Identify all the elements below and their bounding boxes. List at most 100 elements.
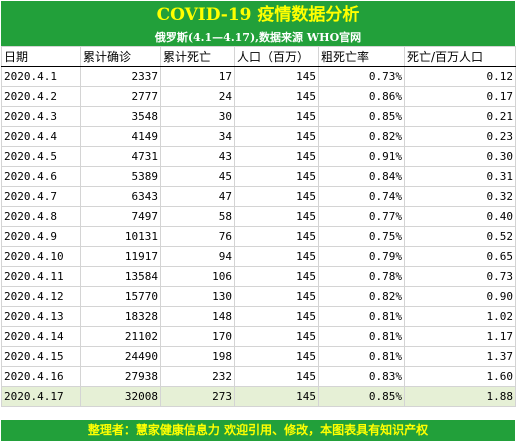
confirmed-cell[interactable]: 32008 [80,386,161,407]
death-rate-cell[interactable]: 0.74% [318,186,405,207]
population-cell[interactable]: 145 [234,206,319,227]
date-cell[interactable]: 2020.4.14 [1,326,81,347]
deaths-cell[interactable]: 130 [160,286,235,307]
deaths-per-million-cell[interactable]: 1.37 [404,346,516,367]
population-cell[interactable]: 145 [234,306,319,327]
deaths-cell[interactable]: 232 [160,366,235,387]
confirmed-cell[interactable]: 2777 [80,86,161,107]
deaths-cell[interactable]: 24 [160,86,235,107]
confirmed-cell[interactable]: 4149 [80,126,161,147]
population-cell[interactable]: 145 [234,126,319,147]
deaths-cell[interactable]: 148 [160,306,235,327]
deaths-per-million-cell[interactable]: 0.12 [404,66,516,87]
death-rate-cell[interactable]: 0.78% [318,266,405,287]
death-rate-cell[interactable]: 0.81% [318,326,405,347]
deaths-per-million-cell[interactable]: 1.60 [404,366,516,387]
deaths-per-million-cell[interactable]: 1.88 [404,386,516,407]
confirmed-cell[interactable]: 3548 [80,106,161,127]
population-cell[interactable]: 145 [234,346,319,367]
confirmed-cell[interactable]: 2337 [80,66,161,87]
deaths-per-million-cell[interactable]: 1.17 [404,326,516,347]
deaths-per-million-cell[interactable]: 0.32 [404,186,516,207]
date-cell[interactable]: 2020.4.4 [1,126,81,147]
deaths-per-million-cell[interactable]: 0.21 [404,106,516,127]
deaths-cell[interactable]: 58 [160,206,235,227]
deaths-cell[interactable]: 273 [160,386,235,407]
date-cell[interactable]: 2020.4.5 [1,146,81,167]
date-cell[interactable]: 2020.4.9 [1,226,81,247]
population-cell[interactable]: 145 [234,366,319,387]
date-cell[interactable]: 2020.4.10 [1,246,81,267]
deaths-per-million-cell[interactable]: 1.02 [404,306,516,327]
confirmed-cell[interactable]: 24490 [80,346,161,367]
confirmed-cell[interactable]: 5389 [80,166,161,187]
deaths-per-million-cell[interactable]: 0.17 [404,86,516,107]
column-header-date[interactable]: 日期 [1,46,81,67]
death-rate-cell[interactable]: 0.86% [318,86,405,107]
deaths-per-million-cell[interactable]: 0.30 [404,146,516,167]
deaths-cell[interactable]: 34 [160,126,235,147]
deaths-per-million-cell[interactable]: 0.23 [404,126,516,147]
population-cell[interactable]: 145 [234,86,319,107]
date-cell[interactable]: 2020.4.17 [1,386,81,407]
deaths-per-million-cell[interactable]: 0.90 [404,286,516,307]
date-cell[interactable]: 2020.4.11 [1,266,81,287]
confirmed-cell[interactable]: 11917 [80,246,161,267]
deaths-cell[interactable]: 170 [160,326,235,347]
confirmed-cell[interactable]: 4731 [80,146,161,167]
confirmed-cell[interactable]: 15770 [80,286,161,307]
population-cell[interactable]: 145 [234,186,319,207]
death-rate-cell[interactable]: 0.79% [318,246,405,267]
date-cell[interactable]: 2020.4.3 [1,106,81,127]
deaths-cell[interactable]: 17 [160,66,235,87]
population-cell[interactable]: 145 [234,66,319,87]
confirmed-cell[interactable]: 27938 [80,366,161,387]
column-header-deaths-per-million[interactable]: 死亡/百万人口 [404,46,516,67]
death-rate-cell[interactable]: 0.75% [318,226,405,247]
population-cell[interactable]: 145 [234,106,319,127]
deaths-cell[interactable]: 43 [160,146,235,167]
death-rate-cell[interactable]: 0.77% [318,206,405,227]
population-cell[interactable]: 145 [234,246,319,267]
death-rate-cell[interactable]: 0.91% [318,146,405,167]
confirmed-cell[interactable]: 21102 [80,326,161,347]
population-cell[interactable]: 145 [234,286,319,307]
population-cell[interactable]: 145 [234,326,319,347]
death-rate-cell[interactable]: 0.82% [318,286,405,307]
confirmed-cell[interactable]: 10131 [80,226,161,247]
deaths-per-million-cell[interactable]: 0.31 [404,166,516,187]
date-cell[interactable]: 2020.4.12 [1,286,81,307]
column-header-crude-death-rate[interactable]: 粗死亡率 [318,46,405,67]
death-rate-cell[interactable]: 0.73% [318,66,405,87]
death-rate-cell[interactable]: 0.84% [318,166,405,187]
deaths-cell[interactable]: 198 [160,346,235,367]
death-rate-cell[interactable]: 0.83% [318,366,405,387]
confirmed-cell[interactable]: 18328 [80,306,161,327]
deaths-cell[interactable]: 45 [160,166,235,187]
date-cell[interactable]: 2020.4.6 [1,166,81,187]
column-header-population[interactable]: 人口（百万） [234,46,319,67]
deaths-per-million-cell[interactable]: 0.40 [404,206,516,227]
death-rate-cell[interactable]: 0.85% [318,386,405,407]
date-cell[interactable]: 2020.4.2 [1,86,81,107]
date-cell[interactable]: 2020.4.7 [1,186,81,207]
date-cell[interactable]: 2020.4.8 [1,206,81,227]
date-cell[interactable]: 2020.4.16 [1,366,81,387]
deaths-per-million-cell[interactable]: 0.65 [404,246,516,267]
population-cell[interactable]: 145 [234,266,319,287]
deaths-cell[interactable]: 47 [160,186,235,207]
date-cell[interactable]: 2020.4.15 [1,346,81,367]
population-cell[interactable]: 145 [234,386,319,407]
deaths-cell[interactable]: 30 [160,106,235,127]
deaths-cell[interactable]: 94 [160,246,235,267]
death-rate-cell[interactable]: 0.82% [318,126,405,147]
population-cell[interactable]: 145 [234,226,319,247]
column-header-cumulative-deaths[interactable]: 累计死亡 [160,46,235,67]
deaths-cell[interactable]: 106 [160,266,235,287]
column-header-cumulative-confirmed[interactable]: 累计确诊 [80,46,161,67]
death-rate-cell[interactable]: 0.81% [318,306,405,327]
confirmed-cell[interactable]: 13584 [80,266,161,287]
population-cell[interactable]: 145 [234,146,319,167]
death-rate-cell[interactable]: 0.81% [318,346,405,367]
population-cell[interactable]: 145 [234,166,319,187]
